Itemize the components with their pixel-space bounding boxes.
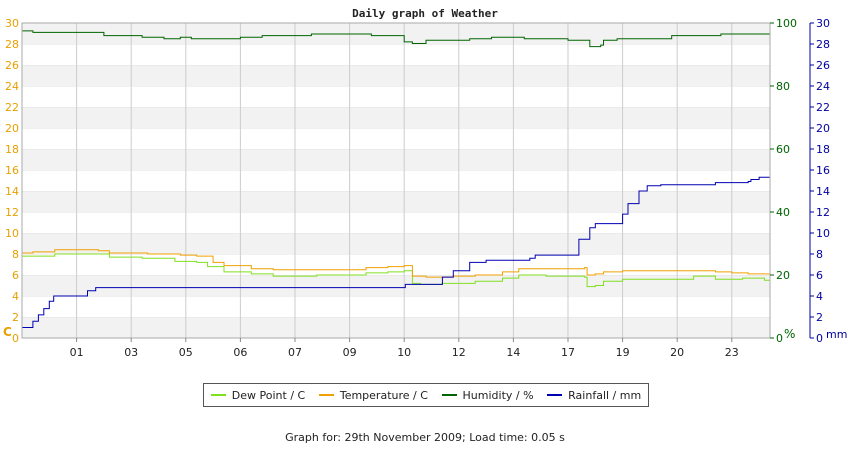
left-tick-label: 24 [5, 80, 19, 93]
humidity-axis-unit: % [784, 327, 795, 341]
grid-band [22, 128, 770, 149]
x-tick-label: 12 [452, 346, 466, 359]
x-tick-label: 09 [343, 346, 357, 359]
rainfall-tick-label: 20 [816, 122, 830, 135]
x-tick-label: 10 [397, 346, 411, 359]
left-tick-label: 2 [12, 311, 19, 324]
left-tick-label: 14 [5, 185, 19, 198]
x-tick-label: 14 [506, 346, 520, 359]
grid-band [22, 254, 770, 275]
rainfall-tick-label: 22 [816, 101, 830, 114]
rainfall-tick-label: 6 [816, 269, 823, 282]
left-tick-label: 10 [5, 227, 19, 240]
legend-swatch-humidity [441, 394, 457, 396]
left-tick-label: 4 [12, 290, 19, 303]
grid-band [22, 191, 770, 212]
left-tick-label: 8 [12, 248, 19, 261]
series-line-humidity [22, 30, 771, 48]
rainfall-tick-label: 24 [816, 80, 830, 93]
grid-band [22, 317, 770, 338]
legend-item-humidity: Humidity / % [441, 388, 534, 402]
grid-band [22, 296, 770, 317]
left-tick-label: 12 [5, 206, 19, 219]
x-tick-label: 07 [288, 346, 302, 359]
chart-title: Daily graph of Weather [352, 7, 498, 20]
humidity-tick-label: 60 [776, 143, 790, 156]
humidity-tick-label: 80 [776, 80, 790, 93]
left-tick-label: 16 [5, 164, 19, 177]
rainfall-tick-label: 10 [816, 227, 830, 240]
humidity-tick-label: 20 [776, 269, 790, 282]
left-tick-label: 20 [5, 122, 19, 135]
rainfall-tick-label: 8 [816, 248, 823, 261]
legend-item-dew-point: Dew Point / C [210, 388, 306, 402]
grid-band [22, 233, 770, 254]
legend-item-rainfall: Rainfall / mm [547, 389, 641, 402]
legend-item-temperature: Temperature / C [318, 388, 428, 402]
rainfall-tick-label: 12 [816, 206, 830, 219]
x-tick-label: 01 [70, 346, 84, 359]
grid-band [22, 275, 770, 296]
x-tick-label: 05 [179, 346, 193, 359]
legend-label-rainfall: Rainfall / mm [568, 388, 642, 402]
legend-swatch-temperature [318, 394, 334, 396]
left-tick-label: 6 [12, 269, 19, 282]
grid-band [22, 23, 770, 44]
x-tick-label: 20 [670, 346, 684, 359]
x-tick-label: 06 [233, 346, 247, 359]
x-tick-label: 17 [561, 346, 575, 359]
left-tick-label: 22 [5, 101, 19, 114]
grid-band [22, 107, 770, 128]
vertical-gridlines [76, 23, 733, 338]
left-tick-label: 28 [5, 38, 19, 51]
x-tick-label: 03 [124, 346, 138, 359]
humidity-tick-label: 100 [776, 17, 797, 30]
series-line-temperature [22, 249, 770, 278]
grid-band [22, 86, 770, 107]
x-tick-label: 23 [725, 346, 739, 359]
humidity-tick-label: 40 [776, 206, 790, 219]
rainfall-tick-label: 30 [816, 17, 830, 30]
rainfall-tick-label: 4 [816, 290, 823, 303]
rainfall-tick-label: 14 [816, 185, 830, 198]
legend-swatch-dew-point [210, 394, 226, 396]
left-tick-label: 30 [5, 17, 19, 30]
rainfall-tick-label: 28 [816, 38, 830, 51]
grid-band [22, 44, 770, 65]
axes-layer: 01 03 05 06 07 09 10 12 14 17 19 20 2302468101214161… [5, 17, 830, 359]
rainfall-tick-label: 18 [816, 143, 830, 156]
footer-status: Graph for: 29th November 2009; Load time… [285, 431, 565, 444]
x-tick-label: 19 [616, 346, 630, 359]
rainfall-tick-label: 2 [816, 311, 823, 324]
chart-legend: Dew Point / C Temperature / C Humidity /… [203, 383, 649, 407]
series-layer [22, 30, 771, 328]
rainfall-tick-label: 0 [816, 332, 823, 345]
legend-swatch-rainfall [547, 394, 563, 396]
grid-band [22, 149, 770, 170]
legend-label-humidity: Humidity / % [462, 388, 534, 402]
plot-frame [21, 22, 771, 339]
plot-background-bands [22, 22, 770, 338]
legend-label-temperature: Temperature / C [339, 388, 428, 402]
left-axis-unit: C [3, 325, 12, 339]
series-line-rainfall [22, 176, 770, 328]
grid-band [22, 170, 770, 191]
rainfall-tick-label: 16 [816, 164, 830, 177]
legend-label-dew-point: Dew Point / C [231, 388, 306, 402]
grid-band [22, 212, 770, 233]
grid-band [22, 65, 770, 86]
left-tick-label: 0 [12, 332, 19, 345]
humidity-tick-label: 0 [776, 332, 783, 345]
rainfall-tick-label: 26 [816, 59, 830, 72]
left-tick-label: 26 [5, 59, 19, 72]
rainfall-axis-unit: mm [826, 328, 847, 341]
left-tick-label: 18 [5, 143, 19, 156]
